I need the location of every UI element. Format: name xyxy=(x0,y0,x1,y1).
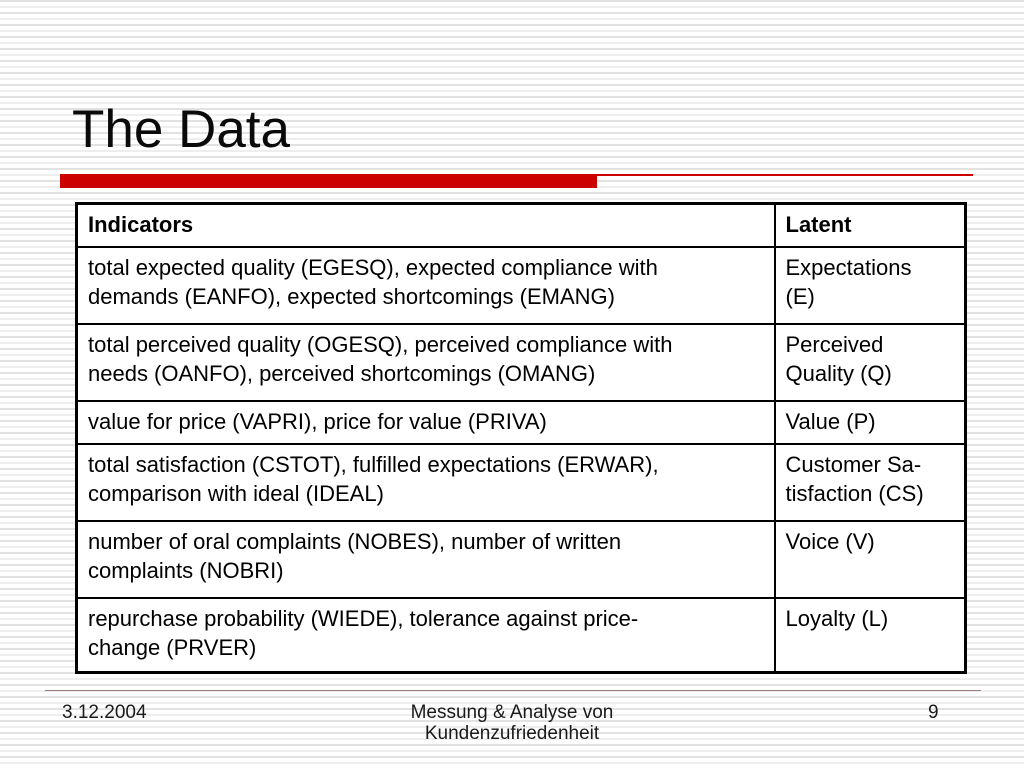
table-row: total perceived quality (OGESQ), perceiv… xyxy=(75,322,967,402)
title-accent-bar xyxy=(60,174,597,188)
indicators-table: Indicators Latent total expected quality… xyxy=(75,202,967,674)
table-row: total expected quality (EGESQ), expected… xyxy=(75,245,967,325)
indicators-cell: total perceived quality (OGESQ), perceiv… xyxy=(75,322,776,402)
indicators-cell: repurchase probability (WIEDE), toleranc… xyxy=(75,596,776,674)
slide-title: The Data xyxy=(72,100,291,159)
table-row: total satisfaction (CSTOT), fulfilled ex… xyxy=(75,442,967,522)
latent-cell: Perceived Quality (Q) xyxy=(773,322,967,402)
column-header-indicators: Indicators xyxy=(75,202,776,248)
indicators-cell: total expected quality (EGESQ), expected… xyxy=(75,245,776,325)
table-row: number of oral complaints (NOBES), numbe… xyxy=(75,519,967,599)
indicators-cell: total satisfaction (CSTOT), fulfilled ex… xyxy=(75,442,776,522)
table-row: repurchase probability (WIEDE), toleranc… xyxy=(75,596,967,674)
table-header-row: Indicators Latent xyxy=(75,202,967,248)
latent-cell: Voice (V) xyxy=(773,519,967,599)
footer-caption: Messung & Analyse von Kundenzufriedenhei… xyxy=(410,702,614,744)
footer-date: 3.12.2004 xyxy=(62,702,147,723)
indicators-cell: number of oral complaints (NOBES), numbe… xyxy=(75,519,776,599)
footer-page-number: 9 xyxy=(928,702,939,723)
table-row: value for price (VAPRI), price for value… xyxy=(75,399,967,445)
latent-cell: Loyalty (L) xyxy=(773,596,967,674)
latent-cell: Expectations (E) xyxy=(773,245,967,325)
indicators-cell: value for price (VAPRI), price for value… xyxy=(75,399,776,445)
column-header-latent: Latent xyxy=(773,202,967,248)
footer-divider xyxy=(45,690,981,691)
latent-cell: Customer Sa- tisfaction (CS) xyxy=(773,442,967,522)
latent-cell: Value (P) xyxy=(773,399,967,445)
